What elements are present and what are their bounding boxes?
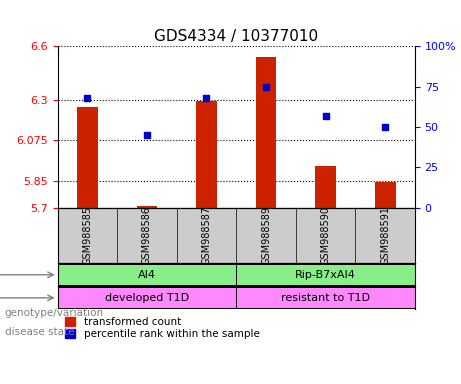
Text: GSM988586: GSM988586 [142,206,152,265]
Point [322,113,329,119]
Bar [255,57,277,208]
FancyBboxPatch shape [236,264,415,285]
Text: resistant to T1D: resistant to T1D [281,293,370,303]
Text: GSM988589: GSM988589 [261,206,271,265]
FancyBboxPatch shape [58,264,236,285]
FancyBboxPatch shape [236,288,415,308]
Point [381,124,389,130]
Text: Rip-B7xAI4: Rip-B7xAI4 [295,270,356,280]
Bar [196,101,217,208]
Point [203,95,210,101]
Bar [77,107,98,208]
Bar [315,166,336,208]
Text: AI4: AI4 [138,270,156,280]
Legend: transformed count, percentile rank within the sample: transformed count, percentile rank withi… [63,314,262,341]
Text: developed T1D: developed T1D [105,293,189,303]
Text: GSM988587: GSM988587 [201,206,212,265]
Point [84,95,91,101]
Bar [136,206,157,208]
Point [143,132,151,138]
Point [262,83,270,89]
Text: GSM988591: GSM988591 [380,206,390,265]
Text: GSM988585: GSM988585 [83,206,92,265]
Title: GDS4334 / 10377010: GDS4334 / 10377010 [154,28,319,43]
Text: genotype/variation: genotype/variation [5,308,104,318]
Bar [375,182,396,208]
Text: GSM988590: GSM988590 [320,206,331,265]
Text: disease state: disease state [5,327,74,337]
FancyBboxPatch shape [58,288,236,308]
